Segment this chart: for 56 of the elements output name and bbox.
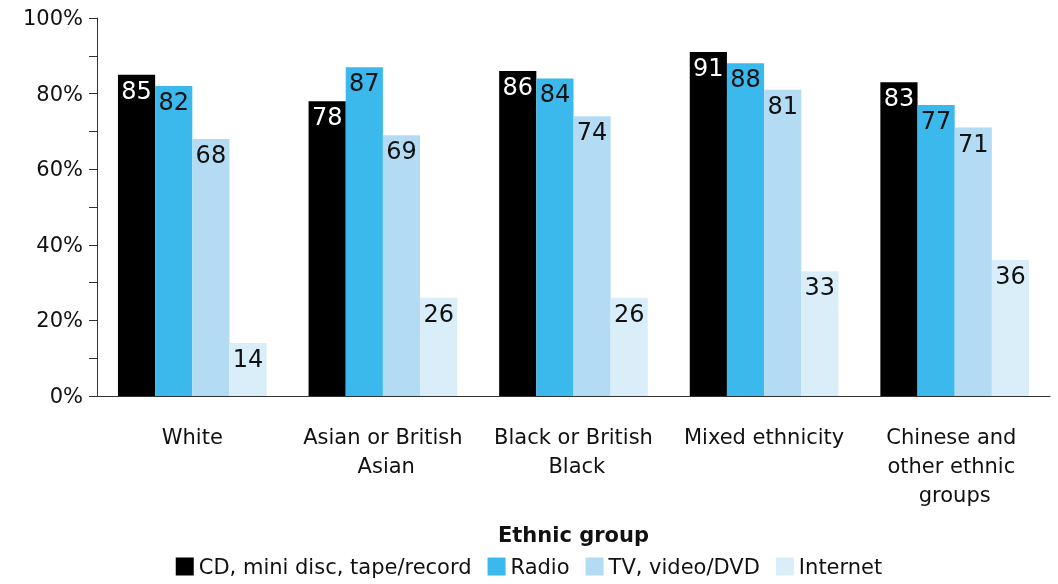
data-label: 88 [730,65,761,94]
legend-label: Radio [510,554,570,579]
bar [382,135,421,396]
x-tick-label: Mixed ethnicity [683,424,845,449]
data-label: 33 [804,273,836,302]
y-tick-label: 0% [49,384,83,408]
data-label: 14 [232,345,264,374]
x-tick-label: Chinese and other ethnic groups [886,424,1024,507]
data-label: 84 [539,80,571,109]
bar [991,259,1030,396]
bar [917,104,955,396]
data-label: 86 [502,72,534,101]
data-label: 26 [613,299,645,328]
data-label: 82 [158,88,189,117]
data-label: 87 [349,69,380,98]
y-tick-label: 60% [36,157,83,182]
data-label: 85 [121,76,152,105]
bar [536,78,574,396]
y-tick-label: 20% [36,308,83,333]
bar [801,271,839,396]
bar [155,86,193,396]
bar [880,82,918,396]
bar [954,127,992,396]
y-tick-label: 40% [36,232,83,257]
data-label: 81 [767,91,798,120]
x-tick-label: White [161,424,223,449]
data-label: 71 [958,129,989,158]
bar [229,343,267,396]
legend-label: Internet [798,554,883,579]
data-label: 91 [693,54,724,83]
x-tick-label: Black or British Black [494,424,653,478]
bar [192,138,230,396]
data-label: 77 [920,106,952,135]
data-label: 74 [576,118,608,147]
bar [726,63,765,396]
data-label: 78 [311,103,343,132]
bar [308,101,346,396]
bar [499,70,537,396]
legend-label: CD, mini disc, tape/record [198,554,472,579]
data-label: 83 [883,84,915,113]
data-label: 36 [995,261,1026,290]
bar [420,297,458,396]
y-tick-label: 100% [22,6,83,30]
bar [689,52,727,396]
legend-label: TV, video/DVD [607,554,760,579]
x-tick-label: Asian or British Asian [303,424,463,478]
data-label: 68 [195,140,227,169]
bar [764,89,802,396]
y-tick-label: 80% [36,81,83,106]
data-label: 69 [386,137,417,166]
data-label: 26 [423,299,454,328]
bar [610,297,648,396]
bar [117,74,156,396]
bar [345,67,383,396]
x-axis-title: Ethnic group [497,522,650,547]
bar [573,116,611,396]
